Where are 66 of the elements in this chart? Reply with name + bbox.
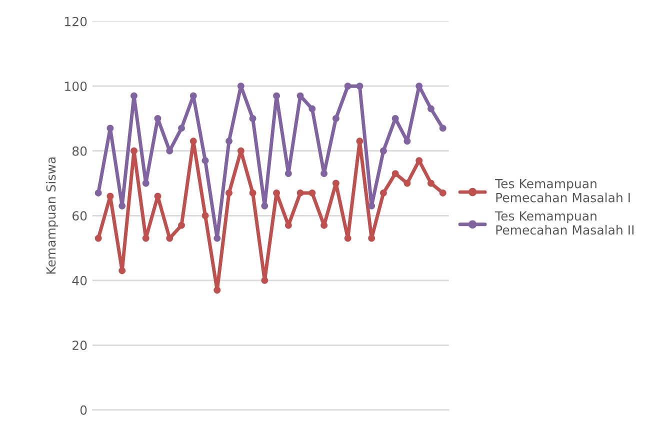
y-tick-label: 80 (72, 146, 87, 156)
legend-label: Tes Kemampuan Pemecahan Masalah I (495, 179, 630, 202)
point (261, 202, 268, 210)
point (392, 170, 399, 178)
point (118, 267, 126, 274)
point (142, 234, 150, 242)
y-tick-label: 40 (72, 276, 87, 286)
point (368, 202, 376, 210)
point (356, 138, 364, 145)
point (296, 189, 304, 196)
point (237, 147, 244, 154)
point (94, 189, 102, 196)
y-tick-label: 20 (72, 340, 87, 350)
point (344, 82, 352, 90)
point (320, 170, 328, 178)
point (428, 180, 434, 187)
point (202, 157, 209, 164)
point (368, 234, 376, 242)
point (106, 192, 114, 200)
point (226, 138, 232, 145)
point (237, 82, 244, 90)
point (428, 105, 434, 112)
point (226, 189, 232, 196)
point (142, 180, 150, 187)
point (94, 234, 102, 242)
point (261, 276, 268, 284)
point (214, 286, 221, 294)
point (190, 92, 197, 100)
y-tick-label: 100 (65, 82, 87, 92)
point (439, 189, 446, 196)
point (296, 92, 304, 100)
point (404, 180, 411, 187)
point (439, 124, 446, 132)
point (154, 115, 162, 122)
point (416, 82, 423, 90)
point (166, 234, 174, 242)
y-tick-label: 120 (65, 16, 87, 26)
point (380, 189, 387, 196)
point (344, 234, 352, 242)
point (380, 147, 387, 154)
point (154, 192, 162, 200)
point (308, 105, 316, 112)
point (178, 222, 185, 229)
point (356, 82, 364, 90)
y-tick-label: 0 (80, 405, 87, 415)
point (106, 124, 114, 132)
point (392, 115, 399, 122)
point (202, 212, 209, 220)
point (308, 189, 316, 196)
point (130, 147, 138, 154)
y-tick-label: 60 (72, 211, 87, 221)
point (284, 170, 292, 178)
point (273, 92, 280, 100)
point (249, 189, 256, 196)
point (332, 180, 340, 187)
point (404, 138, 411, 145)
point (332, 115, 340, 122)
point (178, 124, 185, 132)
point (190, 138, 197, 145)
point (118, 202, 126, 210)
point (249, 115, 256, 122)
y-axis-title: Kemampuan Siswa (46, 158, 58, 274)
legend-label: Tes Kemampuan Pemecahan Masalah II (495, 211, 634, 235)
point (130, 92, 138, 100)
point (273, 189, 280, 196)
point (214, 234, 221, 242)
